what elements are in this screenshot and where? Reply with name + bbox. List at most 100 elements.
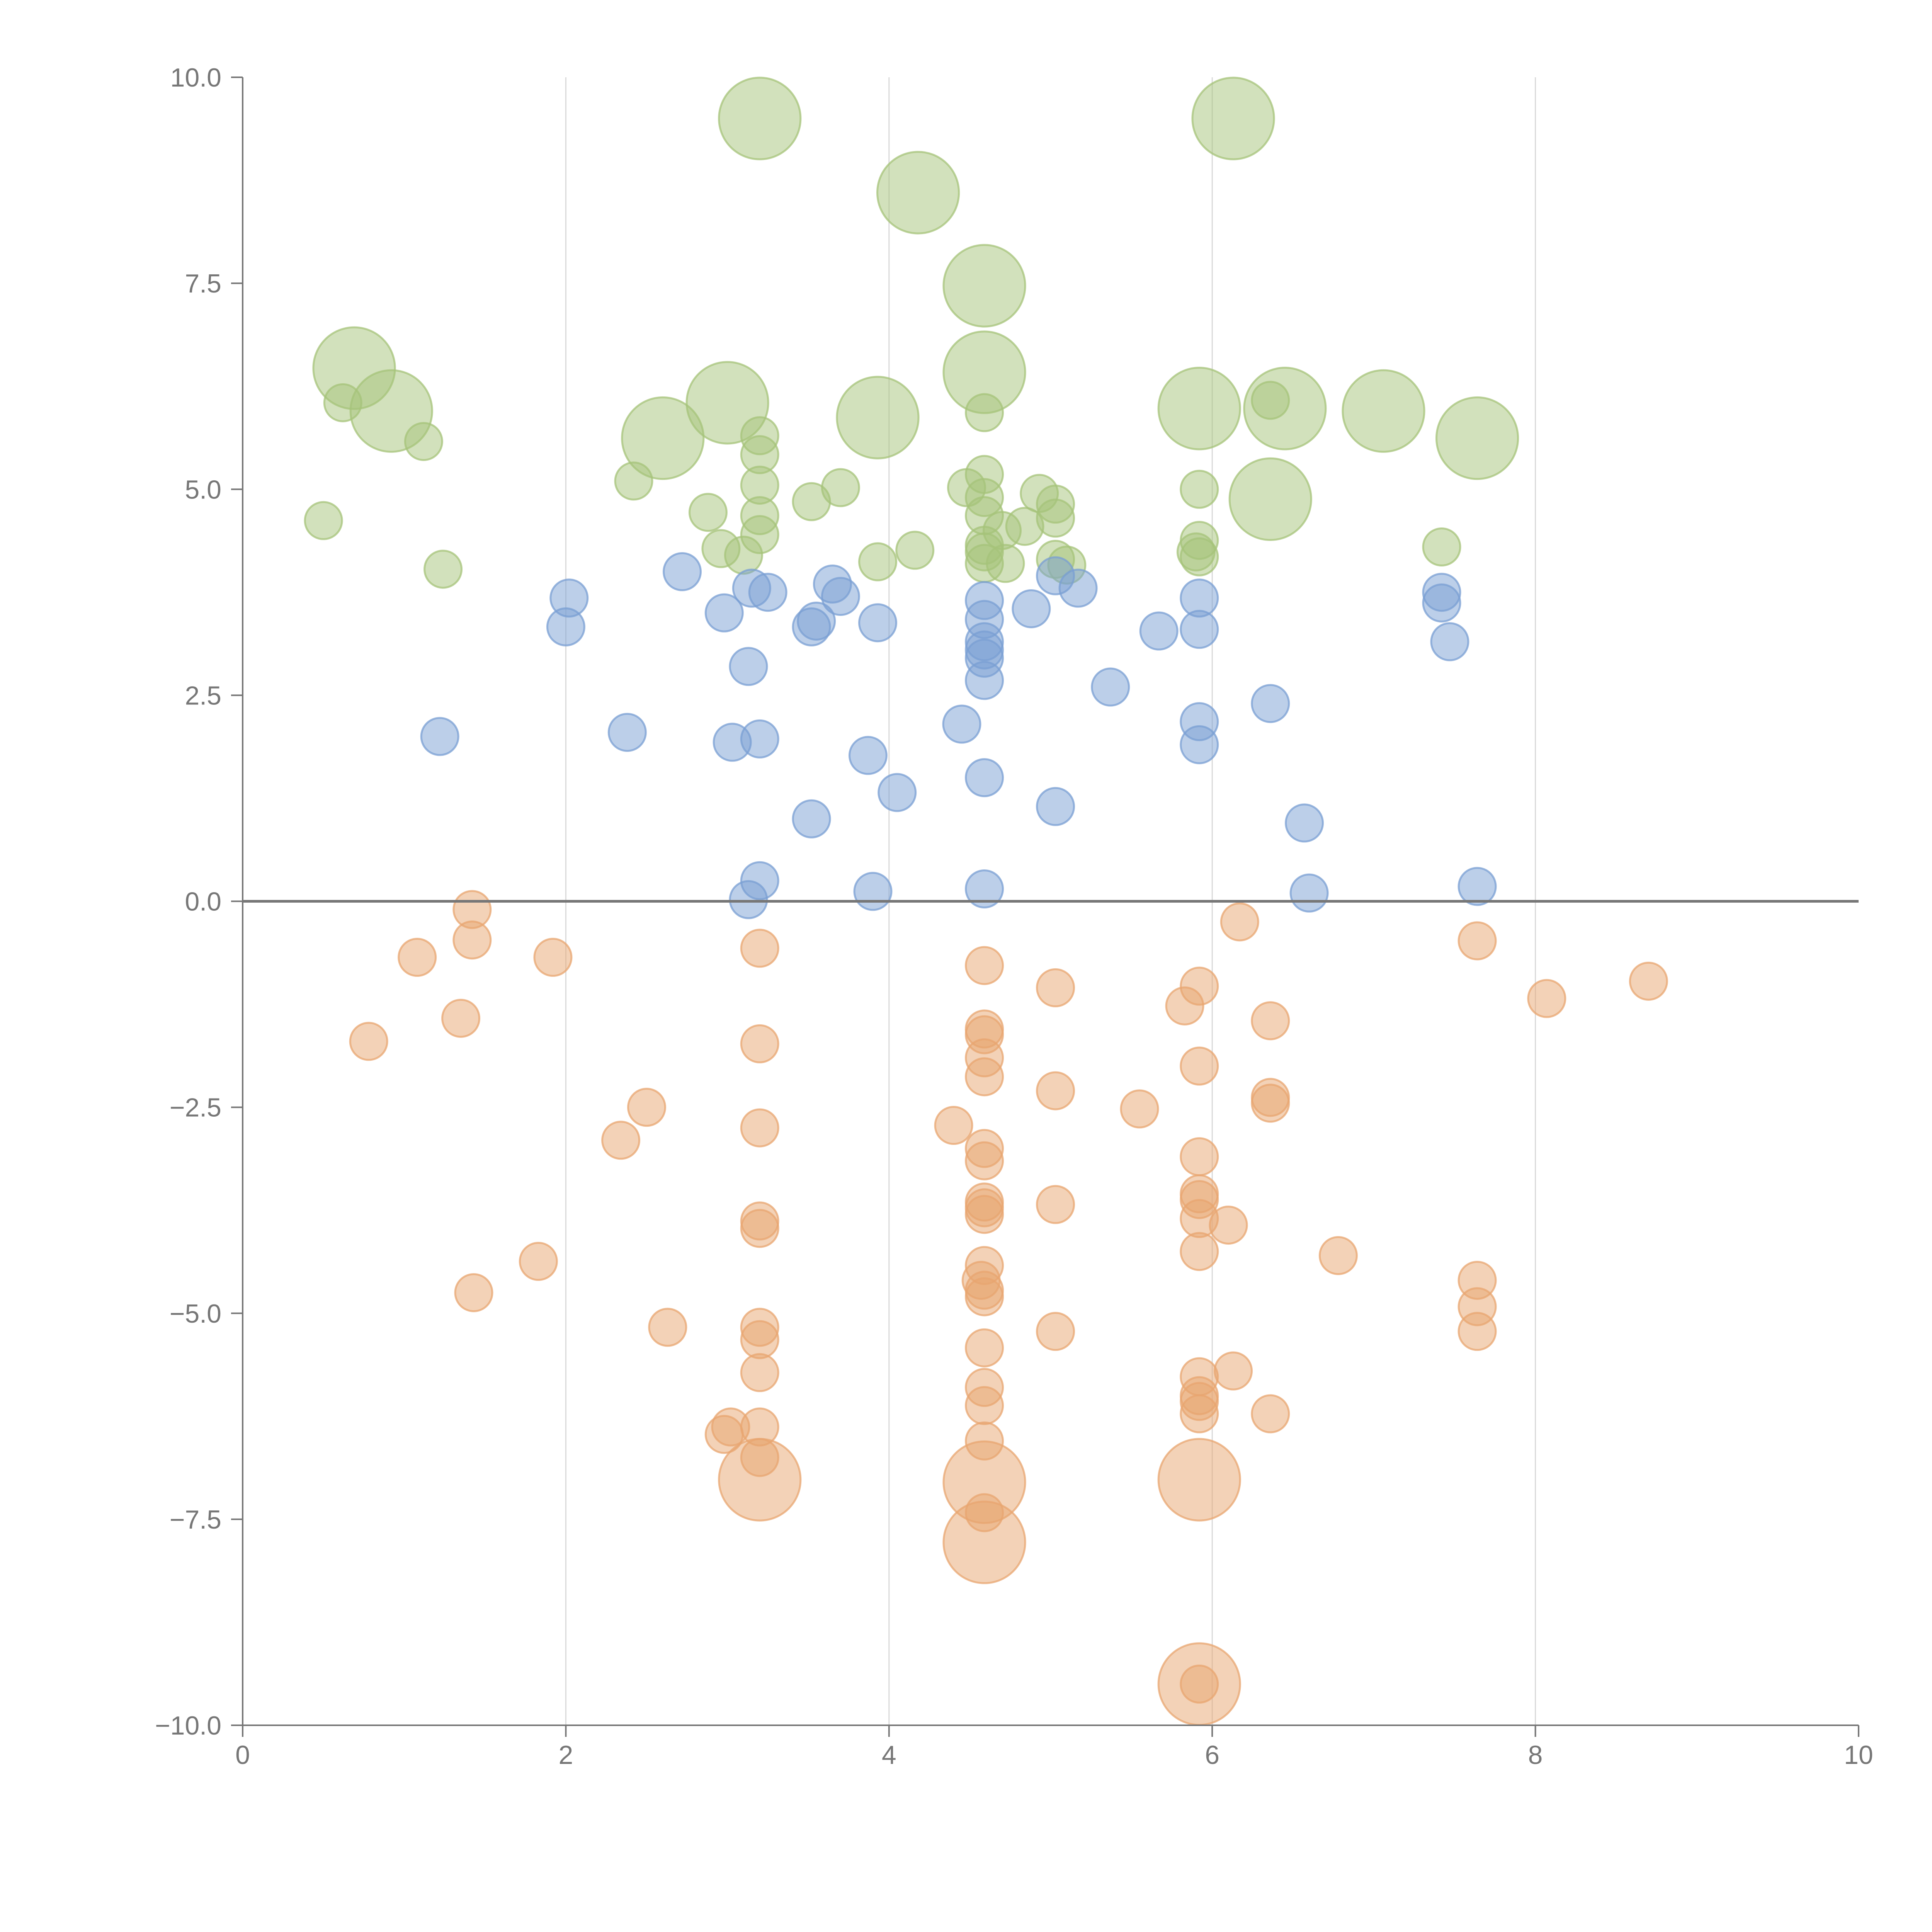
data-point bbox=[648, 1308, 687, 1347]
data-point bbox=[1180, 1046, 1219, 1086]
data-point bbox=[740, 1209, 779, 1248]
data-point bbox=[965, 661, 1004, 700]
data-point bbox=[1458, 1312, 1497, 1351]
data-point bbox=[1430, 622, 1469, 662]
data-point bbox=[1180, 1137, 1219, 1177]
data-point bbox=[304, 501, 343, 540]
data-point bbox=[607, 713, 647, 752]
data-point bbox=[1220, 902, 1259, 942]
y-tick-label: −2.5 bbox=[170, 1093, 221, 1122]
data-point bbox=[601, 1121, 641, 1160]
data-point bbox=[729, 880, 768, 919]
data-point bbox=[965, 1057, 1004, 1097]
data-point bbox=[836, 376, 920, 459]
data-point bbox=[1180, 610, 1219, 649]
data-point bbox=[729, 647, 768, 686]
data-point bbox=[748, 573, 787, 612]
data-point bbox=[1251, 1001, 1290, 1041]
x-tick-label: 6 bbox=[1205, 1740, 1219, 1770]
data-point bbox=[1214, 1351, 1253, 1391]
data-point bbox=[1458, 921, 1497, 961]
data-point bbox=[1157, 1438, 1241, 1522]
data-point bbox=[740, 1108, 779, 1148]
data-point bbox=[965, 1277, 1004, 1316]
data-point bbox=[1036, 968, 1075, 1007]
data-point bbox=[858, 542, 898, 582]
data-point bbox=[349, 1022, 388, 1061]
data-point bbox=[627, 1088, 666, 1127]
data-point bbox=[965, 1195, 1004, 1234]
data-point bbox=[519, 1242, 558, 1281]
data-point bbox=[1289, 873, 1329, 913]
data-point bbox=[423, 549, 463, 589]
data-point bbox=[792, 482, 831, 521]
y-tick-label: 10.0 bbox=[170, 63, 221, 92]
data-point bbox=[1180, 1394, 1219, 1434]
data-point bbox=[1422, 527, 1461, 567]
x-tick-label: 4 bbox=[882, 1740, 896, 1770]
data-point bbox=[1458, 867, 1497, 906]
data-point bbox=[1180, 537, 1219, 577]
data-point bbox=[821, 577, 860, 616]
data-point bbox=[441, 998, 481, 1038]
y-tick-label: 0.0 bbox=[185, 887, 221, 917]
data-point bbox=[398, 938, 437, 977]
data-point bbox=[621, 396, 705, 480]
data-point bbox=[1251, 684, 1290, 723]
data-point bbox=[1058, 568, 1098, 608]
y-tick-label: −10.0 bbox=[155, 1711, 221, 1740]
data-point bbox=[740, 1024, 779, 1063]
data-point bbox=[1036, 1185, 1075, 1224]
data-point bbox=[614, 461, 653, 501]
data-point bbox=[740, 929, 779, 968]
series-1 bbox=[420, 552, 1497, 919]
x-tick-label: 8 bbox=[1528, 1740, 1543, 1770]
data-point bbox=[704, 593, 744, 633]
data-point bbox=[1180, 469, 1219, 509]
data-point bbox=[1157, 367, 1241, 451]
x-tick-label: 0 bbox=[235, 1740, 250, 1770]
data-point bbox=[965, 1328, 1004, 1367]
data-point bbox=[942, 1500, 1026, 1584]
data-point bbox=[942, 244, 1026, 328]
data-point bbox=[858, 603, 898, 643]
data-point bbox=[1342, 369, 1425, 453]
y-tick-label: −5.0 bbox=[170, 1299, 221, 1328]
data-point bbox=[1036, 787, 1075, 826]
data-point bbox=[740, 1320, 779, 1359]
data-point bbox=[986, 544, 1025, 583]
series-0 bbox=[304, 77, 1519, 589]
data-point bbox=[1180, 725, 1219, 764]
x-tick-label: 2 bbox=[558, 1740, 573, 1770]
data-point bbox=[876, 151, 960, 235]
y-tick-label: −7.5 bbox=[170, 1505, 221, 1534]
x-tick-label: 10 bbox=[1844, 1740, 1873, 1770]
data-point bbox=[718, 77, 802, 160]
data-point bbox=[792, 799, 831, 838]
series-2 bbox=[349, 890, 1668, 1726]
data-point bbox=[704, 1415, 744, 1454]
data-point bbox=[1036, 1312, 1075, 1351]
data-point bbox=[1527, 979, 1566, 1018]
data-point bbox=[688, 493, 728, 532]
data-point bbox=[1422, 583, 1461, 623]
data-point bbox=[718, 1438, 802, 1522]
data-point bbox=[1091, 667, 1130, 707]
y-tick-label: 7.5 bbox=[185, 269, 221, 298]
data-point bbox=[1120, 1089, 1159, 1129]
data-point bbox=[1180, 1664, 1219, 1704]
data-point bbox=[1012, 589, 1051, 628]
data-point bbox=[1318, 1236, 1358, 1275]
data-point bbox=[1165, 986, 1204, 1026]
data-point bbox=[1139, 611, 1179, 651]
ticks-layer: 0 2 4 6 8 10 10.0 7.5 5.0 2.5 0.0 −2.5 −5.0 −7.5 −10.0 bbox=[155, 63, 1873, 1770]
data-point bbox=[713, 723, 752, 762]
data-point bbox=[848, 736, 888, 775]
data-point bbox=[420, 717, 459, 756]
data-point bbox=[792, 607, 831, 646]
data-point bbox=[965, 1141, 1004, 1180]
data-point bbox=[740, 1353, 779, 1392]
data-point bbox=[853, 872, 893, 911]
